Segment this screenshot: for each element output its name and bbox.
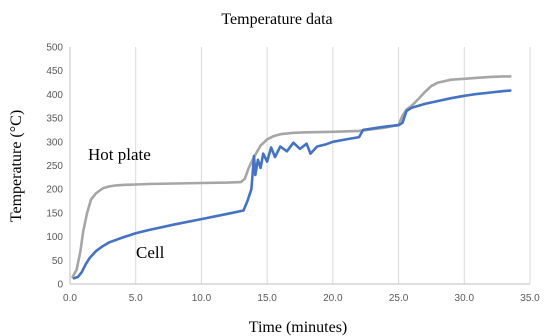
series-line-cell	[72, 89, 512, 280]
series-layer	[71, 75, 512, 280]
x-axis-label: Time (minutes)	[249, 319, 348, 336]
annotation-cell: Cell	[136, 243, 165, 262]
y-tick-labels: 0 50 100 150 200 250 300 350 400 450 500	[46, 43, 63, 291]
chart-title: Temperature data	[221, 11, 332, 28]
y-tick-label: 100	[46, 232, 63, 243]
y-tick-label: 0	[57, 280, 63, 291]
x-tick-label: 0.0	[63, 293, 77, 304]
y-tick-label: 350	[46, 114, 63, 125]
y-tick-label: 300	[46, 137, 63, 148]
x-tick-label: 20.0	[323, 293, 343, 304]
x-tick-label: 30.0	[455, 293, 475, 304]
x-tick-label: 25.0	[389, 293, 409, 304]
x-tick-label: 35.0	[520, 293, 540, 304]
annotation-hot-plate: Hot plate	[88, 145, 151, 164]
x-tick-label: 5.0	[129, 293, 143, 304]
x-tick-label: 15.0	[257, 293, 277, 304]
y-tick-label: 150	[46, 208, 63, 219]
grid-layer	[69, 47, 531, 285]
x-tick-labels: 0.0 5.0 10.0 15.0 20.0 25.0 30.0 35.0	[63, 293, 540, 304]
series-line-hot-plate	[71, 75, 512, 279]
y-tick-label: 400	[46, 90, 63, 101]
x-tick-label: 10.0	[192, 293, 212, 304]
y-tick-label: 250	[46, 161, 63, 172]
y-axis-label: Temperature (°C)	[8, 110, 25, 222]
y-tick-label: 200	[46, 185, 63, 196]
y-tick-label: 500	[46, 43, 63, 54]
y-tick-label: 450	[46, 66, 63, 77]
y-tick-label: 50	[52, 256, 64, 267]
